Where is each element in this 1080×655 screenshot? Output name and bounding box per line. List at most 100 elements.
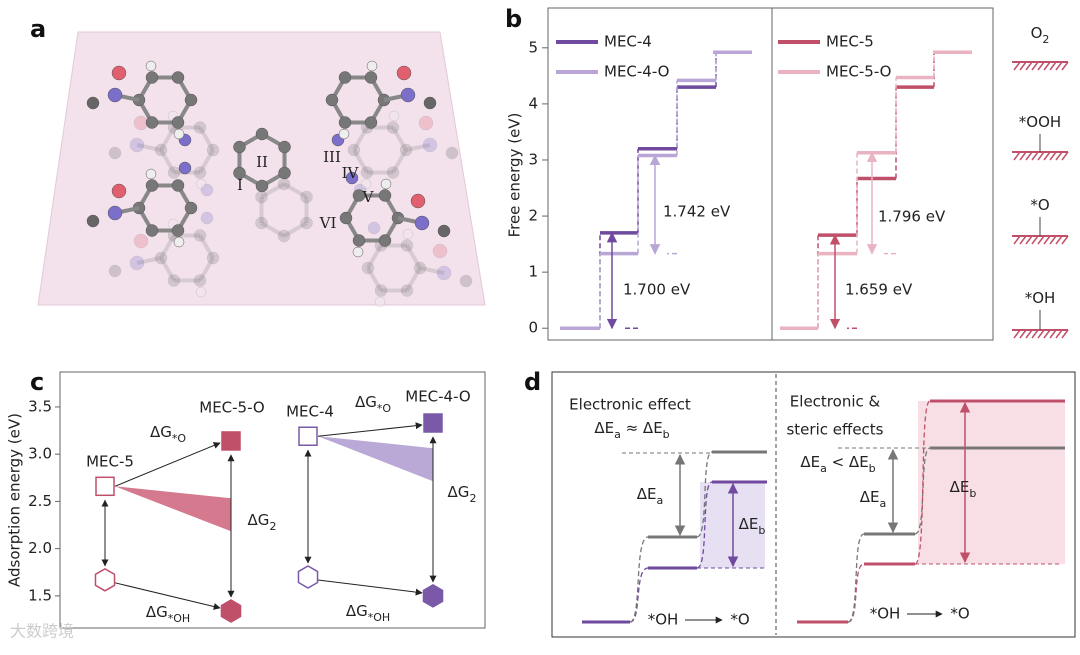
delta-label: ΔG2: [448, 483, 477, 505]
atom: [206, 251, 220, 265]
surface-hatch: [1043, 61, 1051, 71]
atom: [133, 233, 149, 249]
y-tick-label: 3.5: [28, 397, 52, 415]
delta-label-part: ΔG: [146, 603, 168, 621]
delta-label-sub: b: [969, 487, 976, 500]
surface-hatch: [1049, 151, 1057, 161]
molecule: [86, 60, 473, 308]
delta-label-part: ΔE: [860, 488, 880, 506]
atom: [145, 224, 159, 237]
atom: [399, 143, 413, 157]
delta-label-part: ΔG: [346, 602, 368, 620]
atom: [86, 96, 100, 110]
legend-label: MEC-5: [826, 33, 874, 51]
bond: [198, 149, 215, 174]
legend-label: MEC-5-O: [826, 63, 892, 81]
atom: [193, 274, 207, 287]
transition-curve: [914, 447, 931, 535]
atom: [360, 166, 374, 179]
atom: [171, 71, 185, 84]
atom: [173, 128, 185, 140]
bond: [159, 234, 176, 259]
atom: [154, 143, 168, 157]
gap-annotation: 1.700 eV: [623, 281, 691, 299]
o-marker: [221, 431, 241, 451]
atom: [360, 178, 372, 190]
atom: [386, 166, 400, 179]
bond: [366, 244, 383, 269]
panel-label: a: [30, 15, 46, 43]
surface-hatch: [1013, 151, 1021, 161]
bond: [136, 143, 162, 152]
atom: [410, 193, 426, 209]
atom: [107, 205, 123, 221]
surface-hatch: [1031, 329, 1039, 339]
bond: [405, 267, 422, 292]
relation: ΔEa < ΔEb: [800, 453, 875, 475]
oh-marker: [297, 565, 319, 589]
atom: [278, 140, 291, 154]
surface-hatch: [1031, 151, 1039, 161]
delta-label-sub: b: [758, 524, 765, 537]
gap-annotation: 1.659 eV: [845, 281, 913, 299]
delta-label-part: ΔE: [739, 515, 759, 533]
atom: [367, 221, 381, 235]
atom: [364, 116, 378, 129]
atom: [255, 127, 269, 141]
state-label: *O: [950, 605, 969, 623]
atom: [345, 171, 359, 185]
panel-c-frame: [59, 371, 486, 629]
transition-curve: [629, 536, 649, 623]
schematic-title: steric effects: [786, 421, 883, 439]
y-tick-label: 5: [528, 38, 538, 56]
atom: [167, 274, 181, 287]
atom: [173, 236, 185, 248]
panel-label: b: [505, 5, 522, 33]
relation-sub: a: [614, 428, 621, 441]
surface-hatch: [1019, 235, 1027, 245]
atom: [167, 166, 181, 179]
transition-curve: [847, 533, 865, 623]
o-marker: [423, 413, 443, 433]
delta-label: ΔEa: [637, 485, 664, 507]
delta-label: ΔG2: [248, 511, 277, 533]
y-tick-label: 2.5: [28, 492, 52, 510]
atom: [347, 143, 361, 157]
bond: [283, 221, 308, 238]
transition-curve: [914, 400, 931, 565]
bond: [352, 126, 369, 151]
atom: [400, 284, 414, 297]
atom: [380, 178, 392, 190]
delta-label-part: ΔE: [637, 485, 657, 503]
bond: [391, 149, 408, 174]
relation-sub: a: [820, 462, 827, 475]
state-label: O2: [1031, 24, 1050, 46]
atom: [178, 161, 192, 175]
surface-hatch: [1055, 61, 1063, 71]
atom: [277, 229, 291, 243]
atom: [86, 214, 100, 228]
surface-hatch: [1055, 151, 1063, 161]
atom: [445, 146, 459, 160]
atom: [388, 110, 400, 122]
bond: [366, 267, 383, 292]
atom: [129, 255, 145, 271]
atom: [432, 243, 448, 259]
atom: [422, 137, 438, 153]
bond: [419, 266, 445, 275]
oh-arrow: [317, 579, 423, 596]
surface-hatch: [1019, 151, 1027, 161]
atom: [200, 211, 214, 225]
surface-hatch: [1061, 235, 1069, 245]
relation: ΔEa ≈ ΔEb: [594, 419, 669, 441]
o-marker: [298, 426, 318, 446]
legend-label: MEC-4-O: [604, 63, 670, 81]
bond: [198, 126, 215, 151]
atom: [193, 166, 207, 179]
surface-hatch: [1037, 61, 1045, 71]
bond: [260, 221, 285, 238]
delta-label-sub: *O: [172, 432, 187, 445]
y-axis-label: Free energy (eV): [506, 113, 524, 238]
relation-sub: b: [869, 462, 876, 475]
y-tick-label: 3.0: [28, 445, 52, 463]
